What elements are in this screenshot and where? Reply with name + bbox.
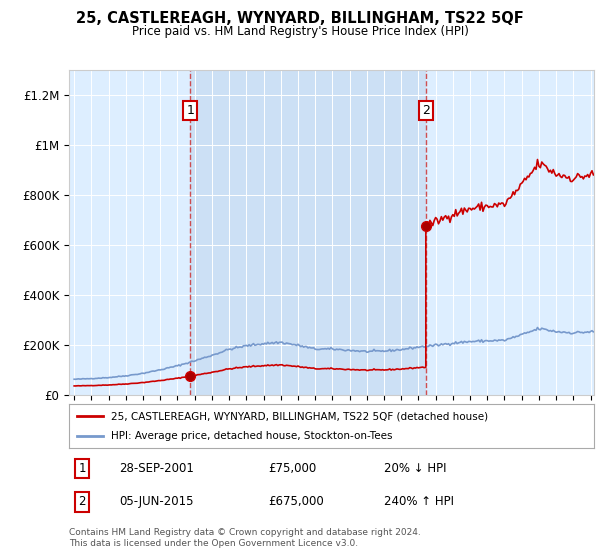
Text: Price paid vs. HM Land Registry's House Price Index (HPI): Price paid vs. HM Land Registry's House …: [131, 25, 469, 38]
Text: 2: 2: [79, 496, 86, 508]
Text: 2: 2: [422, 104, 430, 117]
Text: 20% ↓ HPI: 20% ↓ HPI: [384, 462, 446, 475]
Bar: [190, 70, 426, 395]
Text: £75,000: £75,000: [269, 462, 317, 475]
Text: 28-SEP-2001: 28-SEP-2001: [119, 462, 194, 475]
Text: 05-JUN-2015: 05-JUN-2015: [119, 496, 193, 508]
Text: This data is licensed under the Open Government Licence v3.0.: This data is licensed under the Open Gov…: [69, 539, 358, 548]
Text: Contains HM Land Registry data © Crown copyright and database right 2024.: Contains HM Land Registry data © Crown c…: [69, 528, 421, 536]
Text: 25, CASTLEREAGH, WYNYARD, BILLINGHAM, TS22 5QF: 25, CASTLEREAGH, WYNYARD, BILLINGHAM, TS…: [76, 11, 524, 26]
Text: 1: 1: [187, 104, 194, 117]
Text: HPI: Average price, detached house, Stockton-on-Tees: HPI: Average price, detached house, Stoc…: [111, 431, 392, 441]
Text: £675,000: £675,000: [269, 496, 324, 508]
Text: 1: 1: [79, 462, 86, 475]
Text: 240% ↑ HPI: 240% ↑ HPI: [384, 496, 454, 508]
Text: 25, CASTLEREAGH, WYNYARD, BILLINGHAM, TS22 5QF (detached house): 25, CASTLEREAGH, WYNYARD, BILLINGHAM, TS…: [111, 411, 488, 421]
